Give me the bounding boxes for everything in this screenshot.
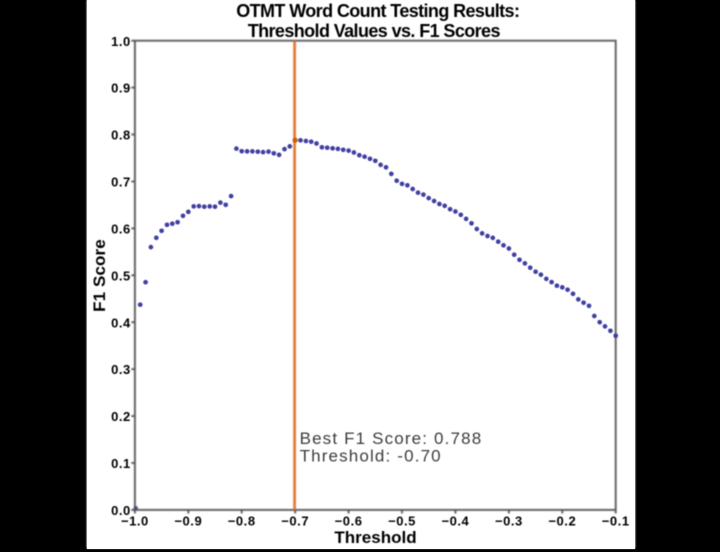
svg-text:0.8: 0.8 bbox=[111, 128, 131, 143]
svg-text:−0.6: −0.6 bbox=[335, 514, 363, 529]
svg-text:−0.4: −0.4 bbox=[441, 514, 469, 529]
svg-text:1.0: 1.0 bbox=[111, 34, 131, 49]
svg-text:0.6: 0.6 bbox=[111, 222, 131, 237]
svg-text:0.0: 0.0 bbox=[111, 503, 131, 518]
svg-text:F1 Score: F1 Score bbox=[90, 239, 109, 312]
svg-text:0.4: 0.4 bbox=[111, 315, 131, 330]
svg-text:Threshold: Threshold bbox=[334, 528, 416, 547]
svg-text:0.9: 0.9 bbox=[111, 81, 131, 96]
svg-text:−0.1: −0.1 bbox=[602, 514, 630, 529]
svg-text:0.7: 0.7 bbox=[111, 175, 131, 190]
svg-text:−0.7: −0.7 bbox=[281, 514, 309, 529]
svg-text:0.3: 0.3 bbox=[111, 362, 131, 377]
svg-text:−0.8: −0.8 bbox=[228, 514, 256, 529]
svg-text:−0.9: −0.9 bbox=[174, 514, 202, 529]
svg-text:Best F1 Score: 0.788: Best F1 Score: 0.788 bbox=[300, 429, 483, 448]
svg-text:−0.3: −0.3 bbox=[495, 514, 523, 529]
svg-text:−1.0: −1.0 bbox=[121, 514, 149, 529]
svg-text:Threshold Values vs. F1 Scores: Threshold Values vs. F1 Scores bbox=[248, 21, 501, 41]
svg-text:−0.5: −0.5 bbox=[388, 514, 416, 529]
svg-text:0.2: 0.2 bbox=[111, 409, 131, 424]
svg-text:Threshold: -0.70: Threshold: -0.70 bbox=[300, 447, 442, 466]
svg-text:0.5: 0.5 bbox=[111, 268, 131, 283]
svg-text:−0.2: −0.2 bbox=[548, 514, 576, 529]
svg-text:OTMT Word Count Testing Result: OTMT Word Count Testing Results: bbox=[236, 1, 519, 21]
svg-text:0.1: 0.1 bbox=[111, 456, 131, 471]
